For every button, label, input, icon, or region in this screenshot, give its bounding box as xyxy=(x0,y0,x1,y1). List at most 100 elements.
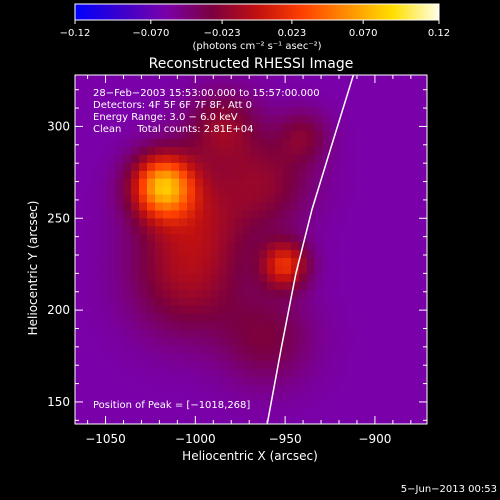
heatmap-cell xyxy=(99,217,108,227)
heatmap-cell xyxy=(227,392,236,401)
heatmap-cell xyxy=(355,201,364,211)
heatmap-cell xyxy=(307,297,316,306)
heatmap-cell xyxy=(267,360,276,370)
heatmap-cell xyxy=(395,257,404,266)
heatmap-cell xyxy=(243,328,252,338)
heatmap-cell xyxy=(83,265,92,274)
heatmap-cell xyxy=(395,209,404,219)
heatmap-cell xyxy=(171,320,180,330)
heatmap-cell xyxy=(195,368,204,378)
heatmap-cell xyxy=(171,297,180,306)
heatmap-cell xyxy=(347,368,356,378)
heatmap-cell xyxy=(147,82,156,92)
heatmap-cell xyxy=(163,360,172,370)
heatmap-cell xyxy=(403,186,412,195)
heatmap-cell xyxy=(411,265,420,274)
heatmap-cell xyxy=(403,98,412,108)
heatmap-cell xyxy=(299,146,308,155)
heatmap-cell xyxy=(259,289,268,298)
heatmap-cell xyxy=(83,352,92,362)
heatmap-cell xyxy=(371,201,380,211)
heatmap-cell xyxy=(179,368,188,378)
heatmap-cell xyxy=(203,400,212,409)
heatmap-cell xyxy=(259,201,268,211)
heatmap-cell xyxy=(115,376,124,385)
heatmap-cell xyxy=(307,225,316,235)
heatmap-cell xyxy=(171,281,180,290)
heatmap-cell xyxy=(291,98,300,108)
heatmap-cell xyxy=(139,344,148,354)
heatmap-cell xyxy=(363,336,372,346)
heatmap-cell xyxy=(203,233,212,243)
heatmap-cell xyxy=(75,376,84,385)
heatmap-cell xyxy=(379,186,388,195)
heatmap-cell xyxy=(267,384,276,393)
heatmap-cell xyxy=(403,130,412,140)
heatmap-cell xyxy=(411,138,420,147)
heatmap-cell xyxy=(203,273,212,282)
heatmap-cell xyxy=(411,75,420,84)
heatmap-cell xyxy=(307,249,316,259)
heatmap-cell xyxy=(355,360,364,370)
heatmap-cell xyxy=(347,170,356,179)
heatmap-cell xyxy=(315,392,324,401)
heatmap-cell xyxy=(371,328,380,338)
heatmap-cell xyxy=(99,186,108,195)
info-block: 28−Feb−2003 15:53:00.000 to 15:57:00.000… xyxy=(93,88,320,135)
heatmap-cell xyxy=(139,186,148,195)
heatmap-cell xyxy=(411,257,420,266)
heatmap-cell xyxy=(291,75,300,84)
heatmap-cell xyxy=(331,336,340,346)
heatmap-cell xyxy=(83,114,92,124)
heatmap-cell xyxy=(419,186,427,195)
heatmap-cell xyxy=(115,408,124,417)
heatmap-cell xyxy=(235,352,244,362)
heatmap-cell xyxy=(219,273,228,282)
heatmap-cell xyxy=(139,98,148,108)
heatmap-cell xyxy=(155,408,164,417)
solar-limb-curve xyxy=(266,75,355,424)
heatmap-cell xyxy=(331,154,340,163)
heatmap-cell xyxy=(395,217,404,227)
heatmap-cell xyxy=(211,376,220,385)
heatmap-cell xyxy=(251,392,260,401)
heatmap-cell xyxy=(379,257,388,266)
heatmap-cell xyxy=(403,82,412,92)
heatmap-cell xyxy=(203,352,212,362)
heatmap-cell xyxy=(275,384,284,393)
heatmap-cell xyxy=(131,273,140,282)
heatmap-cell xyxy=(115,400,124,409)
heatmap-cell xyxy=(179,249,188,259)
heatmap-cell xyxy=(299,312,308,322)
heatmap-cell xyxy=(251,114,260,124)
heatmap-cell xyxy=(299,162,308,171)
heatmap-cell xyxy=(147,90,156,100)
heatmap-cell xyxy=(339,241,348,251)
heatmap-cell xyxy=(115,82,124,92)
heatmap-cell xyxy=(187,384,196,393)
heatmap-cell xyxy=(91,376,100,385)
heatmap-cell xyxy=(323,146,332,155)
heatmap-cell xyxy=(147,328,156,338)
heatmap-cell xyxy=(91,312,100,322)
heatmap-cell xyxy=(419,193,427,203)
heatmap-cell xyxy=(171,265,180,274)
heatmap-cell xyxy=(339,320,348,330)
heatmap-cell xyxy=(187,162,196,171)
heatmap-cell xyxy=(155,392,164,401)
heatmap-cell xyxy=(83,376,92,385)
heatmap-cell xyxy=(115,130,124,140)
heatmap-cell xyxy=(195,201,204,211)
heatmap-cell xyxy=(371,130,380,140)
heatmap-cell xyxy=(419,114,427,124)
heatmap-cell xyxy=(131,352,140,362)
heatmap-cell xyxy=(355,233,364,243)
heatmap-cell xyxy=(115,146,124,155)
heatmap-cell xyxy=(203,312,212,322)
heatmap-cell xyxy=(371,225,380,235)
heatmap-cell xyxy=(323,122,332,132)
heatmap-cell xyxy=(115,75,124,84)
heatmap-cell xyxy=(115,154,124,163)
heatmap-cell xyxy=(323,209,332,219)
heatmap-cell xyxy=(251,400,260,409)
